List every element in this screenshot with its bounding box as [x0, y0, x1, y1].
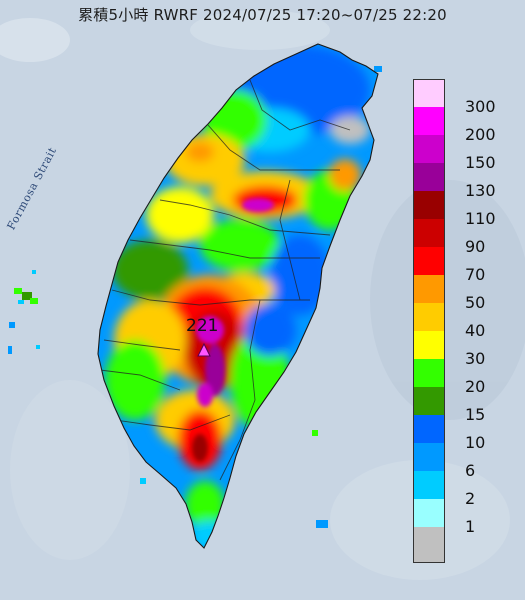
legend-label: 15	[465, 405, 486, 424]
legend-label: 70	[465, 265, 486, 284]
legend-swatch	[413, 499, 445, 527]
legend-label: 30	[465, 349, 486, 368]
legend-swatch	[413, 219, 445, 247]
legend-label: 90	[465, 237, 486, 256]
legend-swatch	[413, 303, 445, 331]
legend-swatch	[413, 191, 445, 219]
legend-label: 150	[465, 153, 496, 172]
legend-swatch	[413, 415, 445, 443]
legend-label: 40	[465, 321, 486, 340]
legend-label: 20	[465, 377, 486, 396]
legend-label: 1	[465, 517, 476, 536]
legend-swatch	[413, 443, 445, 471]
legend-label: 50	[465, 293, 486, 312]
peak-value-label: 221	[186, 316, 219, 336]
offshore-echoes	[8, 66, 382, 528]
legend-label: 110	[465, 209, 496, 228]
legend-swatch	[413, 471, 445, 499]
legend-swatch	[413, 359, 445, 387]
legend-label: 300	[465, 97, 496, 116]
legend-swatch	[413, 247, 445, 275]
legend-swatch	[413, 107, 445, 135]
legend-swatch	[413, 527, 445, 563]
legend-label: 6	[465, 461, 476, 480]
taiwan-coastline	[97, 43, 379, 549]
max-rainfall-marker-icon	[197, 342, 211, 357]
legend-swatch	[413, 331, 445, 359]
legend-label: 10	[465, 433, 486, 452]
legend-label: 2	[465, 489, 476, 508]
legend-swatch	[413, 275, 445, 303]
legend-label: 130	[465, 181, 496, 200]
legend-label: 200	[465, 125, 496, 144]
legend-swatch	[413, 387, 445, 415]
legend-swatch	[413, 135, 445, 163]
legend-swatch	[413, 79, 445, 107]
map-title: 累積5小時 RWRF 2024/07/25 17:20~07/25 22:20	[78, 6, 447, 24]
legend-swatch	[413, 163, 445, 191]
